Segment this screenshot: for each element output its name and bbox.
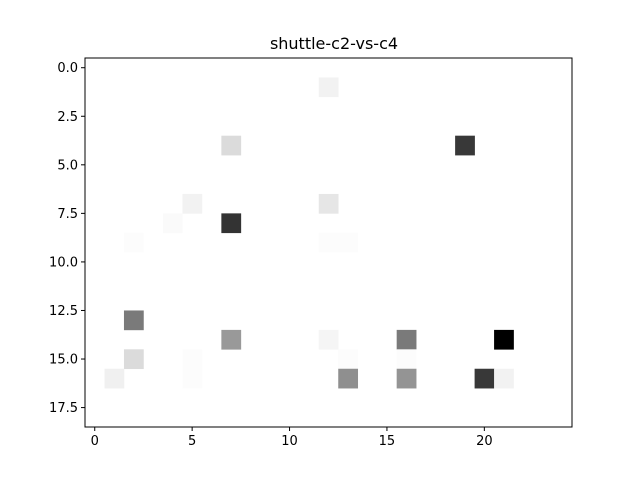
- heatmap-cell: [396, 368, 417, 389]
- x-tick-label: 15: [379, 434, 396, 449]
- heatmap-cell: [318, 77, 339, 98]
- heatmap-cells: [104, 77, 514, 389]
- heatmap-cell: [396, 329, 417, 350]
- y-tick-label: 0.0: [57, 61, 78, 76]
- y-tick-label: 5.0: [57, 158, 78, 173]
- heatmap-cell: [455, 135, 475, 156]
- heatmap-cell: [494, 368, 514, 389]
- heatmap-cell: [182, 193, 203, 214]
- y-tick-label: 10.0: [49, 255, 78, 270]
- heatmap-cell: [338, 368, 359, 389]
- heatmap-cell: [318, 329, 339, 350]
- heatmap-cell: [318, 193, 339, 214]
- heatmap-cell: [182, 368, 203, 389]
- heatmap-cell: [182, 349, 203, 370]
- x-tick-label: 20: [476, 434, 493, 449]
- y-tick-label: 2.5: [57, 110, 78, 125]
- heatmap-cell: [123, 310, 144, 331]
- heatmap-cell: [396, 349, 417, 370]
- heatmap-cell: [123, 349, 144, 370]
- heatmap-cell: [338, 232, 359, 253]
- heatmap-cell: [104, 368, 125, 389]
- heatmap-cell: [474, 368, 495, 389]
- heatmap-cell: [338, 349, 359, 370]
- heatmap-cell: [162, 213, 183, 234]
- y-tick-label: 15.0: [49, 353, 78, 368]
- y-tick-label: 7.5: [57, 207, 78, 222]
- x-tick-label: 0: [91, 434, 99, 449]
- plot-area-frame: [84, 57, 573, 428]
- chart-title: shuttle-c2-vs-c4: [270, 34, 398, 53]
- x-tick-label: 5: [188, 434, 196, 449]
- heatmap-cell: [318, 232, 339, 253]
- heatmap-cell: [221, 213, 242, 234]
- y-tick-label: 12.5: [49, 304, 78, 319]
- heatmap-cell: [221, 329, 242, 350]
- y-tick-label: 17.5: [49, 401, 78, 416]
- y-axis: 0.0 2.5 5.0 7.5 10.0 12.5 15.0 17.5: [49, 61, 85, 416]
- x-tick-label: 10: [281, 434, 298, 449]
- x-axis: 0 5 10 15 20: [91, 427, 493, 449]
- heatmap-cell: [494, 329, 514, 350]
- heatmap-cell: [123, 232, 144, 253]
- heatmap-cell: [221, 135, 242, 156]
